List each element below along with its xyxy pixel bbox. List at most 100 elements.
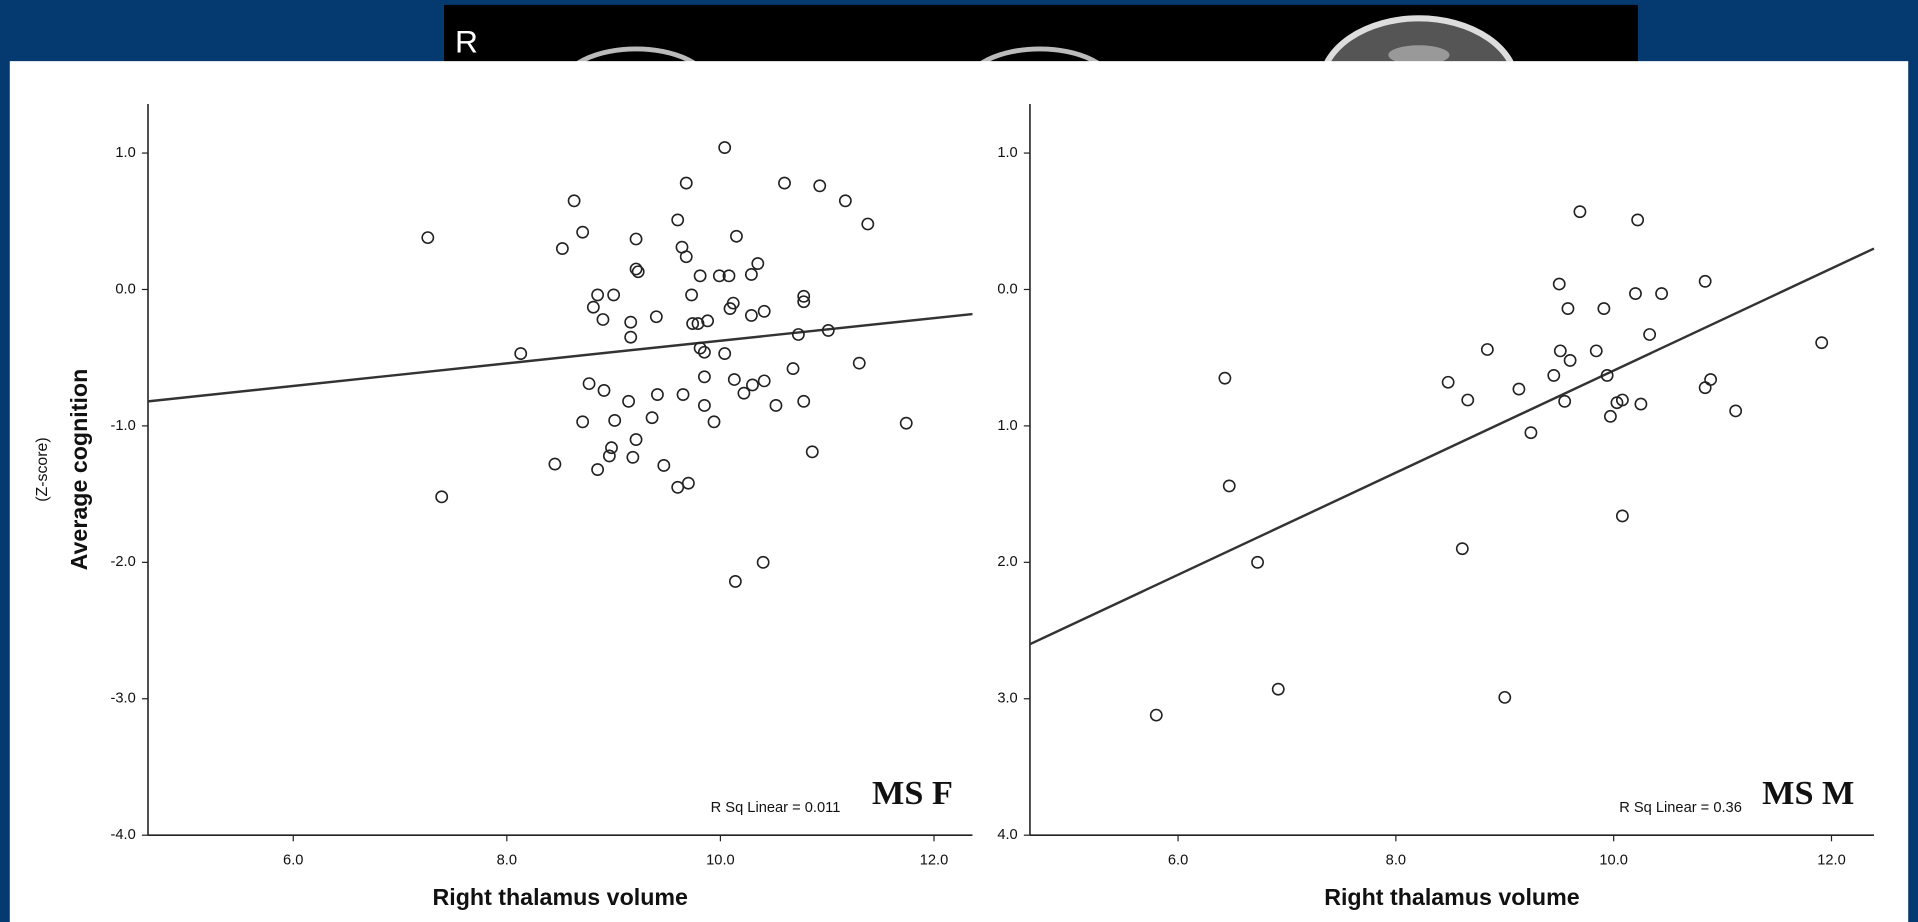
data-point: [757, 374, 771, 388]
data-point: [797, 289, 811, 303]
data-point: [805, 445, 819, 459]
data-point: [586, 300, 600, 314]
data-point: [1631, 213, 1645, 227]
x-tick-label: 12.0: [920, 853, 949, 869]
data-point: [791, 328, 805, 341]
data-point: [626, 450, 640, 464]
data-point: [691, 317, 705, 331]
data-point: [707, 415, 721, 429]
data-point: [1589, 344, 1603, 358]
data-point: [1222, 479, 1236, 493]
data-point: [1218, 371, 1232, 385]
data-point: [679, 250, 693, 264]
y-tick-label: 1.0: [115, 145, 135, 161]
data-point: [718, 347, 732, 361]
data-point: [744, 308, 758, 322]
data-point: [681, 476, 695, 490]
data-point: [629, 232, 643, 246]
data-point: [555, 242, 569, 255]
data-point: [605, 441, 618, 455]
data-point: [697, 399, 711, 412]
data-point: [1603, 409, 1617, 423]
y-tick-label: 4.0: [997, 827, 1017, 843]
data-point: [657, 459, 671, 472]
data-point: [1558, 394, 1572, 408]
data-point: [629, 262, 643, 276]
data-point: [1271, 682, 1285, 696]
data-point: [631, 265, 645, 279]
data-point: [671, 480, 685, 494]
data-point: [1729, 404, 1743, 418]
x-axis-label: Right thalamus volume: [1324, 884, 1580, 910]
data-point: [751, 257, 765, 270]
data-point: [567, 194, 581, 208]
data-point: [676, 388, 690, 401]
x-tick-label: 8.0: [1386, 853, 1406, 869]
data-point: [685, 288, 699, 302]
data-point: [649, 310, 663, 324]
data-point: [645, 411, 659, 425]
data-point: [1563, 353, 1577, 367]
data-point: [838, 194, 852, 208]
y-axis-sublabel: (Z-score): [34, 437, 51, 501]
data-point: [591, 288, 605, 302]
data-point: [602, 449, 616, 463]
data-point: [813, 179, 827, 193]
y-tick-label: 2.0: [997, 554, 1017, 570]
x-axis-label: Right thalamus volume: [432, 884, 688, 910]
data-point: [1480, 343, 1494, 356]
data-point: [591, 463, 605, 476]
data-point: [1512, 382, 1526, 396]
y-tick-label: 1.0: [997, 418, 1017, 434]
data-point: [679, 176, 693, 190]
data-point: [671, 213, 685, 227]
data-point: [744, 268, 758, 281]
y-tick-label: 0.0: [115, 281, 135, 297]
data-point: [1553, 344, 1567, 358]
y-tick-label: 0.0: [997, 281, 1017, 297]
data-point: [726, 296, 740, 310]
data-point: [1615, 509, 1629, 523]
data-point: [1634, 397, 1648, 411]
figure-panel: [9, 61, 1909, 922]
data-point: [435, 490, 449, 504]
r-squared-annotation: R Sq Linear = 0.36: [1619, 800, 1742, 816]
data-point: [514, 347, 528, 361]
data-point: [1524, 426, 1538, 440]
x-tick-label: 6.0: [283, 853, 303, 869]
data-point: [797, 394, 811, 408]
fit-line: [147, 312, 973, 403]
y-tick-label: -4.0: [111, 827, 136, 843]
x-tick-label: 10.0: [706, 853, 735, 869]
data-point: [722, 269, 736, 283]
data-point: [1461, 393, 1475, 407]
data-point: [1597, 302, 1611, 315]
data-point: [624, 315, 638, 329]
data-point: [852, 356, 866, 370]
data-point: [686, 317, 700, 331]
x-tick-label: 8.0: [497, 853, 517, 869]
data-point: [769, 399, 783, 412]
y-tick-label: -3.0: [111, 691, 136, 707]
data-point: [1573, 205, 1587, 219]
data-point: [624, 330, 638, 344]
data-point: [730, 229, 743, 243]
data-point: [576, 225, 590, 239]
data-point: [1643, 328, 1657, 341]
data-point: [899, 416, 913, 430]
data-point: [778, 176, 791, 190]
data-point: [1547, 369, 1561, 382]
data-point: [693, 341, 707, 355]
data-point: [728, 575, 742, 588]
data-point: [622, 394, 636, 408]
data-point: [861, 217, 875, 231]
y-axis-label: Average cognition: [66, 369, 92, 571]
data-point: [576, 415, 590, 429]
scatter-chart: 1.0 0.0 1.0 2.0 3.0 4.0 6.0 8.0 10.0 12.0 Right th…: [997, 103, 1875, 910]
data-point: [608, 414, 622, 427]
data-point: [697, 345, 711, 359]
data-point: [629, 433, 643, 446]
data-point: [596, 313, 610, 326]
y-tick-label: -1.0: [111, 418, 136, 434]
